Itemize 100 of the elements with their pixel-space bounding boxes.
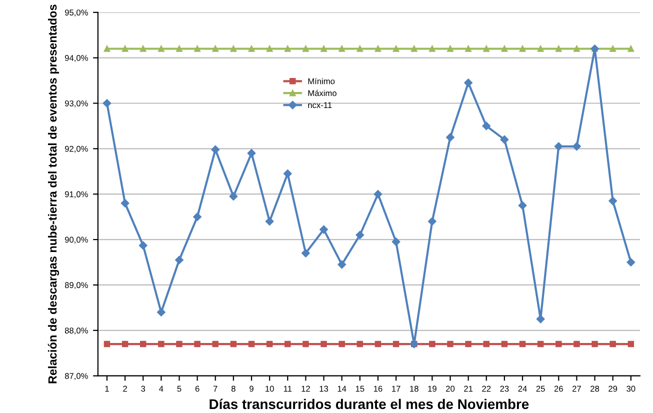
point [248,340,255,348]
point [392,238,400,246]
x-tick-label: 20 [446,386,455,392]
point [302,340,309,348]
point [447,340,454,348]
point [356,230,364,240]
point [266,46,273,52]
point [302,249,310,258]
point [212,46,219,52]
point [374,190,382,198]
point [374,340,382,348]
point [610,340,616,348]
y-tick-label: 94,0% [64,55,88,62]
point [519,46,526,52]
point [211,145,220,154]
point [104,46,110,52]
point [122,340,128,348]
point [519,340,526,348]
x-tick-label: 4 [159,386,164,392]
x-tick-label: 21 [464,386,473,392]
point [537,46,544,52]
point [428,217,436,226]
point [320,340,327,348]
y-tick-label: 93,0% [64,100,88,108]
point [266,340,273,348]
x-tick-label: 18 [410,386,418,392]
point [537,340,544,348]
y-tick-label: 95,0% [64,10,88,16]
point [284,340,291,348]
point [175,256,184,264]
point [284,170,292,178]
point [392,340,400,348]
point [483,340,490,348]
point [536,314,545,324]
x-tick-label: 27 [572,386,581,392]
legend-label: Máximo [308,90,336,96]
point [446,133,454,142]
legend-label: Mínimo [308,78,335,84]
point [122,46,128,52]
point [592,340,598,348]
point [193,212,202,221]
x-tick-label: 14 [338,386,346,392]
x-tick-label: 9 [250,386,254,392]
point [572,142,581,151]
x-tick-label: 26 [554,386,563,392]
y-tick-label: 89,0% [64,282,88,290]
x-tick-label: 13 [320,386,328,392]
point [338,260,346,269]
x-tick-label: 16 [374,386,382,392]
point [574,340,580,348]
point [138,241,148,250]
point [140,46,146,52]
point [392,46,400,52]
point [518,201,527,210]
point [158,340,164,348]
point [628,46,634,52]
x-tick-label: 15 [356,386,364,392]
x-tick-label: 24 [518,386,527,392]
point [104,340,110,348]
y-tick-label: 91,0% [64,191,88,198]
point [356,46,364,52]
point [265,217,274,226]
point [248,46,255,52]
point [356,340,364,348]
point [465,340,472,348]
point [626,258,636,266]
x-tick-label: 29 [608,386,618,392]
x-tick-label: 7 [213,386,218,392]
point [410,46,418,52]
point [464,78,472,87]
x-tick-label: 8 [231,386,236,392]
x-tick-label: 25 [536,386,545,392]
x-tick-label: 12 [302,386,310,392]
x-tick-label: 23 [500,386,509,392]
x-tick-label: 3 [141,386,146,392]
x-tick-label: 5 [177,386,182,392]
x-tick-label: 1 [105,386,109,392]
point [482,122,491,130]
x-tick-label: 19 [428,386,436,392]
x-tick-label: 17 [392,386,400,392]
point [608,196,617,206]
y-tick-label: 90,0% [64,236,88,244]
y-axis-title: Relación de descargas nube-tierra del total de eventos presentados [48,4,60,384]
x-tick-label: 6 [195,386,200,392]
legend-label: ncx-11 [308,102,332,108]
point [102,99,112,108]
x-tick-label: 30 [626,386,636,392]
x-tick-label: 2 [123,386,127,392]
point [320,225,328,234]
y-tick-label: 92,0% [64,146,88,153]
point [628,340,634,348]
x-axis-title: Días transcurridos durante el mes de Noviembre [210,398,529,410]
point [501,46,508,52]
point [212,340,219,348]
point [501,340,508,348]
point [120,199,130,208]
point [374,46,382,52]
point [230,46,237,52]
point [194,340,200,348]
point [338,340,345,348]
